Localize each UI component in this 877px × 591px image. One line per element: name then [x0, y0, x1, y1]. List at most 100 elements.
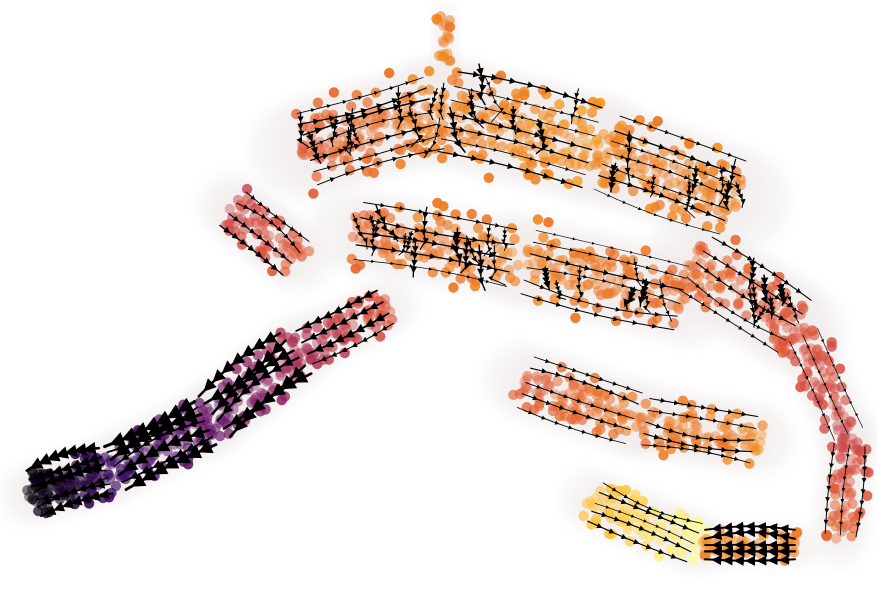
cell-point — [712, 205, 724, 216]
streamline — [296, 111, 309, 148]
cell-point — [201, 417, 213, 428]
cell-point — [455, 101, 466, 112]
cell-point — [598, 494, 609, 505]
streamline — [642, 288, 651, 314]
cell-point — [296, 147, 308, 158]
cell-point — [572, 175, 583, 187]
cell-point — [826, 337, 837, 348]
cell-point — [477, 149, 488, 160]
streamline — [329, 115, 339, 148]
cell-point — [609, 249, 620, 260]
cell-point — [589, 502, 600, 513]
cell-point — [520, 381, 531, 393]
cell-point — [232, 194, 244, 206]
cell-point — [860, 466, 871, 477]
cell-point — [756, 429, 767, 440]
cell-point — [110, 480, 122, 492]
cell-point — [311, 171, 322, 182]
cell-point — [668, 318, 679, 329]
cell-point — [384, 67, 395, 79]
cell-point — [296, 146, 307, 157]
streamline — [476, 63, 487, 106]
cell-point — [33, 505, 44, 517]
cell-point — [694, 281, 705, 292]
cell-point — [432, 15, 444, 26]
streamline — [520, 293, 675, 331]
cell-point — [472, 222, 484, 234]
streamline — [718, 158, 737, 206]
streamline — [484, 75, 504, 123]
cell-point — [505, 108, 516, 120]
cell-point — [436, 152, 448, 164]
cell-point — [201, 411, 213, 423]
cell-point — [695, 245, 706, 256]
cell-point — [691, 262, 702, 273]
streamline — [767, 296, 776, 320]
streamline — [734, 181, 746, 208]
cell-point — [395, 223, 406, 234]
streamline — [437, 150, 583, 189]
cell-point — [451, 67, 463, 78]
cell-point — [830, 533, 842, 544]
cell-point — [535, 387, 546, 398]
cell-point — [412, 212, 424, 223]
cell-point — [590, 513, 602, 525]
cell-point — [654, 199, 665, 211]
cell-point — [456, 90, 467, 102]
cell-point — [395, 158, 406, 170]
cell-point — [579, 150, 590, 161]
cell-point — [667, 264, 678, 275]
cell-point — [307, 351, 319, 362]
cell-point — [851, 457, 863, 468]
cell-point — [722, 255, 733, 266]
cell-point — [702, 294, 713, 305]
streamline — [623, 286, 638, 311]
cell-point — [585, 496, 596, 507]
cell-point — [600, 149, 612, 160]
cell-point — [610, 285, 621, 296]
cell-point — [832, 425, 844, 436]
cell-point — [862, 490, 873, 501]
velocity-streamlines — [25, 63, 868, 566]
cell-point — [740, 440, 751, 451]
cell-point — [27, 494, 38, 505]
cell-point — [554, 99, 565, 110]
streamline — [535, 118, 549, 155]
cell-point — [699, 550, 710, 561]
cell-point — [424, 66, 435, 77]
cell-point — [830, 483, 841, 495]
cell-point — [591, 134, 602, 146]
cell-point — [712, 142, 723, 153]
cell-point — [447, 74, 458, 86]
cell-point — [386, 314, 398, 325]
cell-point — [640, 438, 651, 449]
cell-point — [809, 330, 820, 341]
streamline — [786, 292, 800, 324]
cell-point — [676, 548, 687, 559]
streamline — [483, 223, 493, 257]
cell-point — [677, 205, 688, 216]
cell-point — [847, 498, 858, 509]
cell-point — [826, 473, 837, 485]
cell-point — [647, 406, 659, 418]
cell-point — [347, 231, 359, 242]
cell-point — [626, 513, 637, 524]
cell-point — [291, 108, 302, 120]
cell-point — [603, 147, 614, 158]
cell-point — [692, 516, 704, 528]
cell-point — [538, 232, 549, 243]
cell-point — [522, 370, 533, 382]
cell-point — [365, 126, 377, 137]
cell-point — [312, 97, 324, 108]
cell-point — [680, 293, 691, 304]
cell-point — [617, 413, 628, 425]
cell-point — [315, 143, 326, 154]
cell-point — [496, 141, 508, 152]
cell-point — [675, 297, 686, 308]
cell-point — [634, 413, 645, 424]
cell-point — [578, 128, 590, 139]
cell-point — [609, 141, 620, 152]
cell-point — [689, 534, 701, 546]
cell-point — [733, 299, 744, 311]
streamline — [541, 266, 551, 291]
